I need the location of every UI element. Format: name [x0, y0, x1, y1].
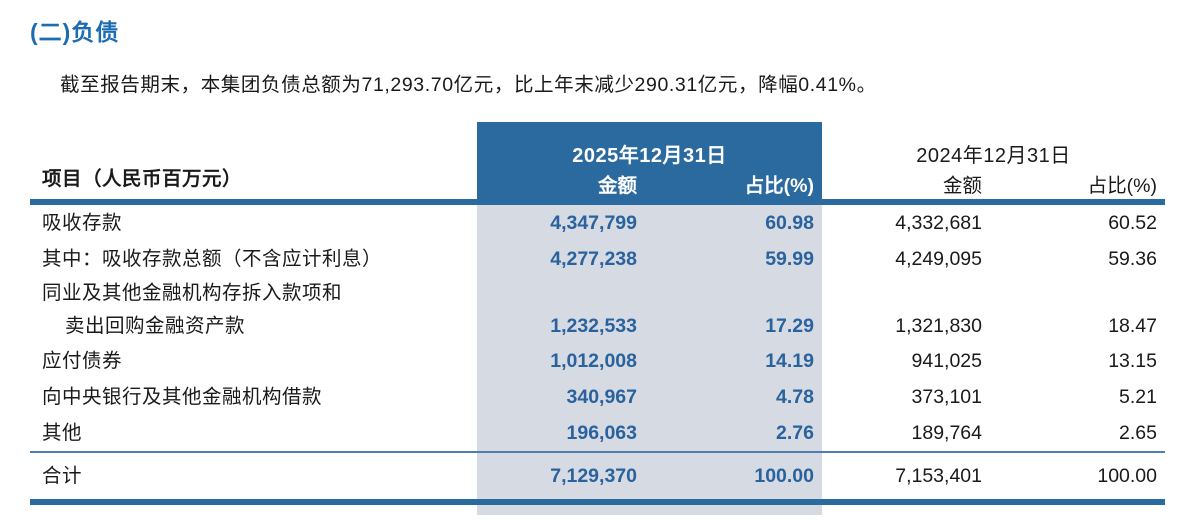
amount-2024: 941,025 [911, 350, 983, 372]
pct-2024: 2.65 [1119, 422, 1157, 444]
column-group-2025: 2025年12月31日 金额 占比(%) [477, 122, 822, 199]
table-row-central-bank-borrowings: 向中央银行及其他金融机构借款 340,967 4.78 373,101 5.21 [30, 379, 1165, 415]
pct-2025: 4.78 [776, 386, 814, 408]
table-row-deposits-ex-interest: 其中：吸收存款总额（不含应计利息） 4,277,238 59.99 4,249,… [30, 241, 1165, 277]
total-separator-rule [30, 451, 1165, 453]
column-header-item: 项目（人民币百万元） [42, 168, 243, 190]
pct-2025: 14.19 [765, 350, 814, 372]
pct-2024: 13.15 [1108, 350, 1157, 372]
amount-2025: 4,347,799 [550, 212, 637, 234]
column-group-2024-date: 2024年12月31日 [916, 145, 1071, 167]
row-label: 同业及其他金融机构存拆入款项和 卖出回购金融资产款 [30, 277, 477, 343]
row-label: 应付债券 [42, 350, 123, 372]
column-group-2024-subheaders: 金额 占比(%) [822, 168, 1165, 199]
pct-2025: 2.76 [776, 422, 814, 444]
row-label: 吸收存款 [42, 212, 123, 234]
section-title: (二)负债 [30, 19, 120, 45]
table-row-deposits: 吸收存款 4,347,799 60.98 4,332,681 60.52 [30, 205, 1165, 241]
table-header: 项目（人民币百万元） 2025年12月31日 金额 占比(%) 2024年12月… [30, 122, 1165, 199]
row-label: 合计 [42, 465, 83, 487]
table-body: 吸收存款 4,347,799 60.98 4,332,681 60.52 其中：… [30, 205, 1165, 505]
amount-2025: 1,232,533 [550, 315, 637, 337]
subheader-amount-2025: 金额 [597, 175, 637, 197]
row-label-line1: 同业及其他金融机构存拆入款项和 [42, 282, 343, 304]
subheader-amount-2024: 金额 [942, 175, 982, 197]
row-label: 其他 [42, 422, 83, 444]
row-label: 向中央银行及其他金融机构借款 [42, 386, 323, 408]
bottom-rule [30, 499, 1165, 505]
amount-2024: 4,249,095 [895, 248, 982, 270]
amount-2024: 373,101 [911, 386, 983, 408]
liabilities-table: 项目（人民币百万元） 2025年12月31日 金额 占比(%) 2024年12月… [30, 122, 1165, 515]
pct-2024: 100.00 [1097, 465, 1157, 487]
pct-2025: 60.98 [765, 212, 814, 234]
amount-2025: 1,012,008 [550, 350, 637, 372]
amount-2024: 1,321,830 [895, 315, 982, 337]
amount-2025: 4,277,238 [550, 248, 637, 270]
subheader-pct-2025: 占比(%) [744, 175, 814, 197]
pct-2024: 59.36 [1108, 248, 1157, 270]
amount-2024: 189,764 [911, 422, 983, 444]
amount-2025: 196,063 [566, 422, 638, 444]
column-group-2025-subheaders: 金额 占比(%) [477, 168, 822, 199]
pct-2024: 5.21 [1119, 386, 1157, 408]
table-row-total: 合计 7,129,370 100.00 7,153,401 100.00 [30, 453, 1165, 499]
header-rule [30, 199, 1165, 205]
row-label: 其中：吸收存款总额（不含应计利息） [42, 248, 383, 270]
subheader-pct-2024: 占比(%) [1087, 175, 1157, 197]
table-row-bonds-payable: 应付债券 1,012,008 14.19 941,025 13.15 [30, 343, 1165, 379]
amount-2024: 4,332,681 [895, 212, 982, 234]
pct-2024: 18.47 [1108, 315, 1157, 337]
pct-2025: 59.99 [765, 248, 814, 270]
highlight-band-2025 [477, 199, 822, 515]
table-row-others: 其他 196,063 2.76 189,764 2.65 [30, 415, 1165, 451]
amount-2025: 7,129,370 [550, 465, 637, 487]
amount-2025: 340,967 [566, 386, 638, 408]
pct-2025: 17.29 [765, 315, 814, 337]
amount-2024: 7,153,401 [895, 465, 982, 487]
intro-paragraph: 截至报告期末，本集团负债总额为71,293.70亿元，比上年末减少290.31亿… [60, 74, 877, 96]
pct-2024: 60.52 [1108, 212, 1157, 234]
column-group-2024: 2024年12月31日 金额 占比(%) [822, 122, 1165, 199]
pct-2025: 100.00 [754, 465, 814, 487]
column-group-2025-date: 2025年12月31日 [572, 145, 727, 167]
table-row-interbank: 同业及其他金融机构存拆入款项和 卖出回购金融资产款 1,232,533 17.2… [30, 277, 1165, 343]
row-label-line2: 卖出回购金融资产款 [65, 315, 246, 337]
